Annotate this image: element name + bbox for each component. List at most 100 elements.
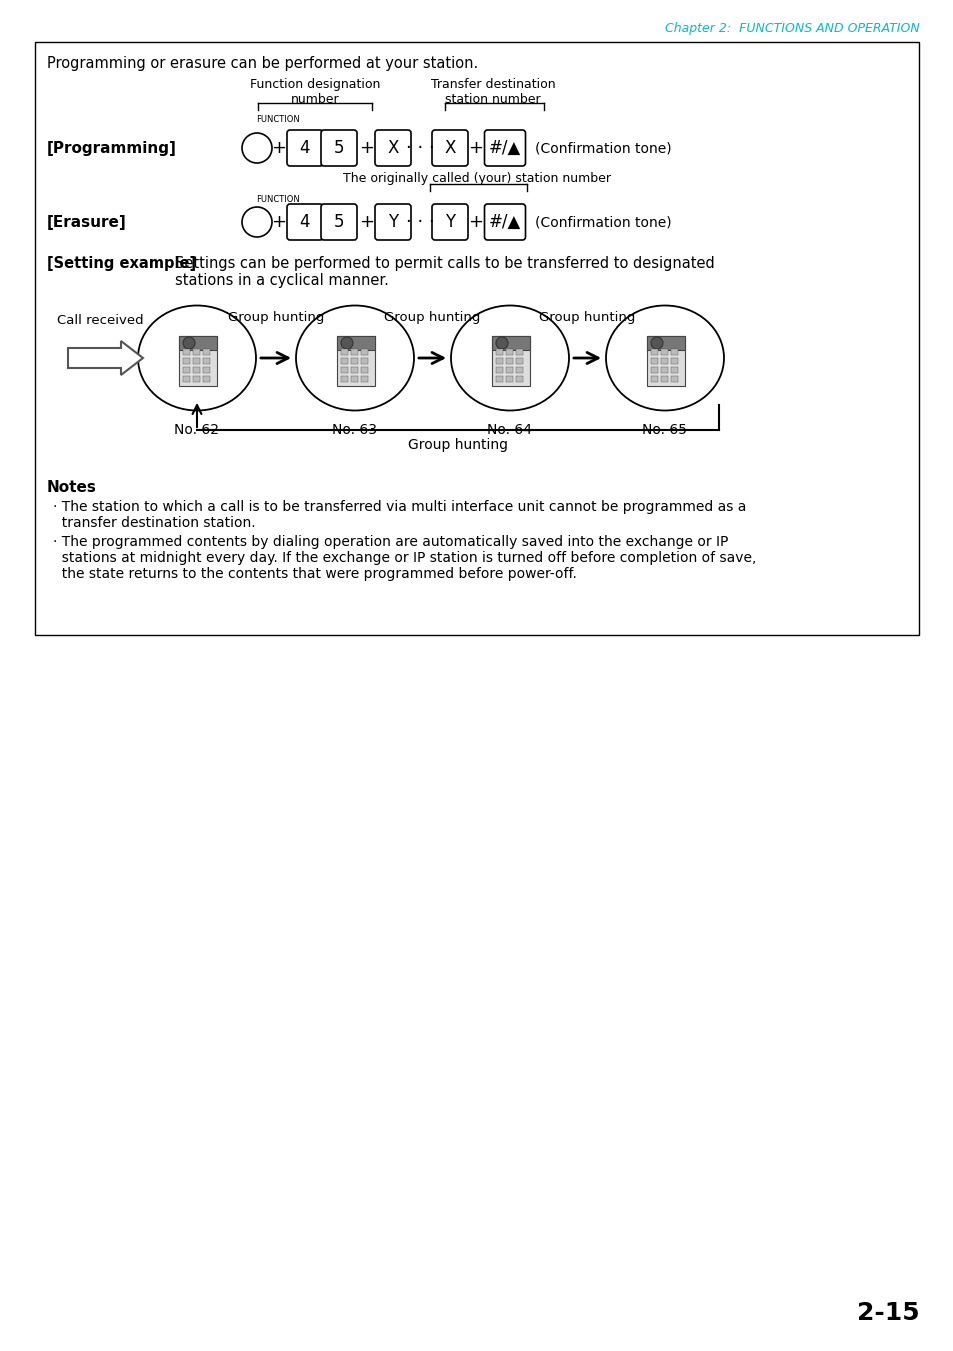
Text: FUNCTION: FUNCTION [255,195,299,204]
Bar [505,358,513,363]
Text: Notes: Notes [47,480,97,494]
FancyBboxPatch shape [432,204,468,240]
Text: +: + [359,139,375,157]
Bar [183,367,190,373]
Bar [516,349,522,355]
Text: +: + [272,139,286,157]
Text: Group hunting: Group hunting [384,312,480,324]
FancyBboxPatch shape [375,130,411,166]
Bar [670,367,678,373]
Text: Function designation
number: Function designation number [250,78,380,105]
FancyBboxPatch shape [432,130,468,166]
Bar [336,336,375,350]
Text: · The station to which a call is to be transferred via multi interface unit cann: · The station to which a call is to be t… [53,500,745,530]
Text: (Confirmation tone): (Confirmation tone) [535,215,671,230]
Text: [Erasure]: [Erasure] [47,215,127,230]
Text: · · ·: · · · [405,213,434,231]
FancyBboxPatch shape [287,130,323,166]
Bar [496,349,502,355]
Bar [35,42,918,635]
Bar [203,349,210,355]
Text: Y: Y [388,213,397,231]
Circle shape [650,336,662,349]
Bar [505,367,513,373]
Bar [183,376,190,382]
Bar [492,336,530,350]
Text: +: + [468,213,483,231]
Bar [336,336,375,386]
Bar [351,367,357,373]
FancyBboxPatch shape [320,130,356,166]
Bar [660,367,667,373]
Text: (Confirmation tone): (Confirmation tone) [535,141,671,155]
Bar [203,358,210,363]
Text: No. 65: No. 65 [641,423,687,436]
Bar [179,336,216,386]
Text: Transfer destination
station number: Transfer destination station number [430,78,555,105]
Text: Y: Y [444,213,455,231]
Bar [496,358,502,363]
Bar [179,336,216,350]
Text: Group hunting: Group hunting [408,438,507,453]
Bar [496,376,502,382]
Text: #/▲: #/▲ [488,213,520,231]
Bar [505,376,513,382]
Bar [193,367,200,373]
Text: The originally called (your) station number: The originally called (your) station num… [343,172,610,185]
Text: +: + [359,213,375,231]
Circle shape [340,336,353,349]
Text: 4: 4 [299,213,310,231]
FancyBboxPatch shape [287,204,323,240]
Bar [492,336,530,386]
FancyBboxPatch shape [375,204,411,240]
Bar [650,358,658,363]
Text: No. 64: No. 64 [487,423,532,436]
Text: Group hunting: Group hunting [228,312,324,324]
Bar [650,376,658,382]
Text: Settings can be performed to permit calls to be transferred to designated
statio: Settings can be performed to permit call… [174,255,714,288]
Text: [Programming]: [Programming] [47,141,176,155]
Bar [340,358,348,363]
Bar [351,376,357,382]
Bar [351,349,357,355]
Bar [505,349,513,355]
Bar [183,349,190,355]
Text: No. 62: No. 62 [174,423,219,436]
FancyBboxPatch shape [484,204,525,240]
Bar [360,367,368,373]
Text: 5: 5 [334,213,344,231]
Text: 4: 4 [299,139,310,157]
Bar [340,367,348,373]
Bar [516,358,522,363]
Bar [340,376,348,382]
Bar [650,367,658,373]
Bar [516,376,522,382]
FancyArrow shape [68,340,143,376]
Bar [193,376,200,382]
Bar [670,349,678,355]
Bar [360,349,368,355]
Text: FUNCTION: FUNCTION [255,115,299,124]
Bar [516,367,522,373]
Text: 5: 5 [334,139,344,157]
Bar [660,349,667,355]
Bar [646,336,684,386]
Text: Group hunting: Group hunting [538,312,635,324]
Bar [203,367,210,373]
Bar [203,376,210,382]
Text: X: X [444,139,456,157]
Circle shape [496,336,507,349]
Bar [646,336,684,350]
Text: Chapter 2:  FUNCTIONS AND OPERATION: Chapter 2: FUNCTIONS AND OPERATION [664,22,919,35]
Text: +: + [468,139,483,157]
Bar [660,358,667,363]
Text: Call received: Call received [56,313,143,327]
Bar [670,358,678,363]
Bar [360,376,368,382]
Text: [Setting example]: [Setting example] [47,255,196,272]
Text: No. 63: No. 63 [333,423,377,436]
Bar [650,349,658,355]
Text: 2-15: 2-15 [857,1301,919,1325]
Bar [340,349,348,355]
Text: #/▲: #/▲ [488,139,520,157]
